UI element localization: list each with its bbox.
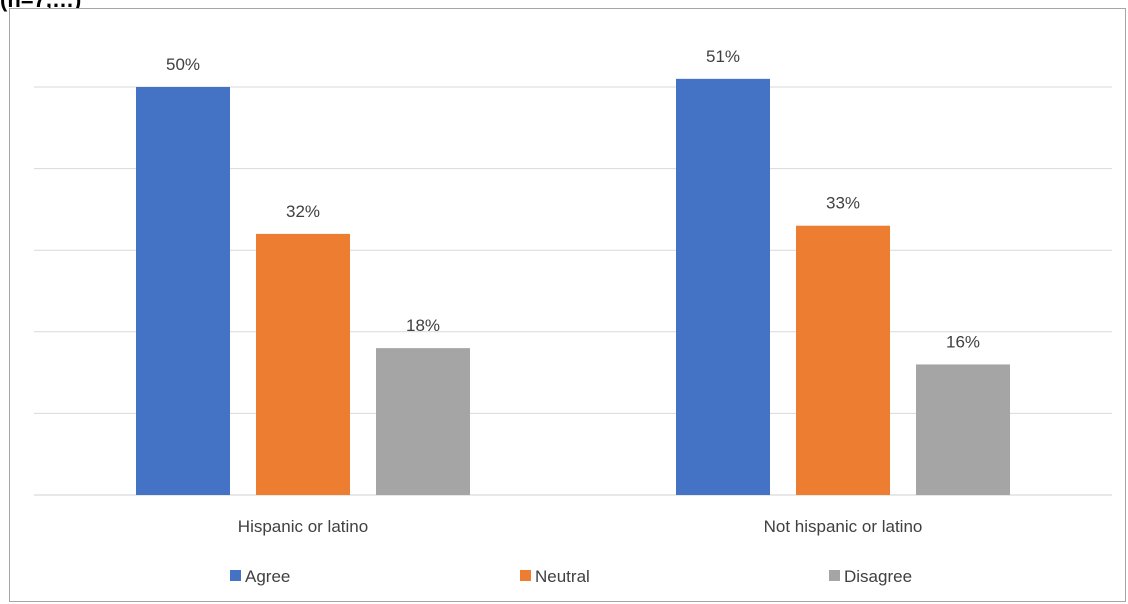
bar-neutral: [796, 225, 890, 495]
data-label: 18%: [406, 316, 440, 335]
legend-label: Agree: [245, 567, 290, 586]
data-label: 32%: [286, 202, 320, 221]
bars: 50% 32% 18% 51% 33% 16%: [136, 47, 1010, 495]
bar-neutral: [256, 233, 350, 495]
data-label: 16%: [946, 332, 980, 351]
data-label: 50%: [166, 55, 200, 74]
legend-swatch-neutral: [520, 570, 531, 581]
category-label: Hispanic or latino: [238, 517, 368, 536]
legend-swatch-disagree: [829, 570, 840, 581]
category-label: Not hispanic or latino: [764, 517, 923, 536]
data-label: 51%: [706, 47, 740, 66]
clipped-header-text: (n=7,…): [0, 0, 81, 12]
bar-disagree: [916, 364, 1010, 495]
bar-agree: [136, 87, 230, 495]
legend: Agree Neutral Disagree: [230, 567, 912, 586]
legend-swatch-agree: [230, 570, 241, 581]
legend-label: Disagree: [844, 567, 912, 586]
legend-label: Neutral: [535, 567, 590, 586]
bar-disagree: [376, 348, 470, 495]
bar-agree: [676, 78, 770, 495]
data-label: 33%: [826, 194, 860, 213]
